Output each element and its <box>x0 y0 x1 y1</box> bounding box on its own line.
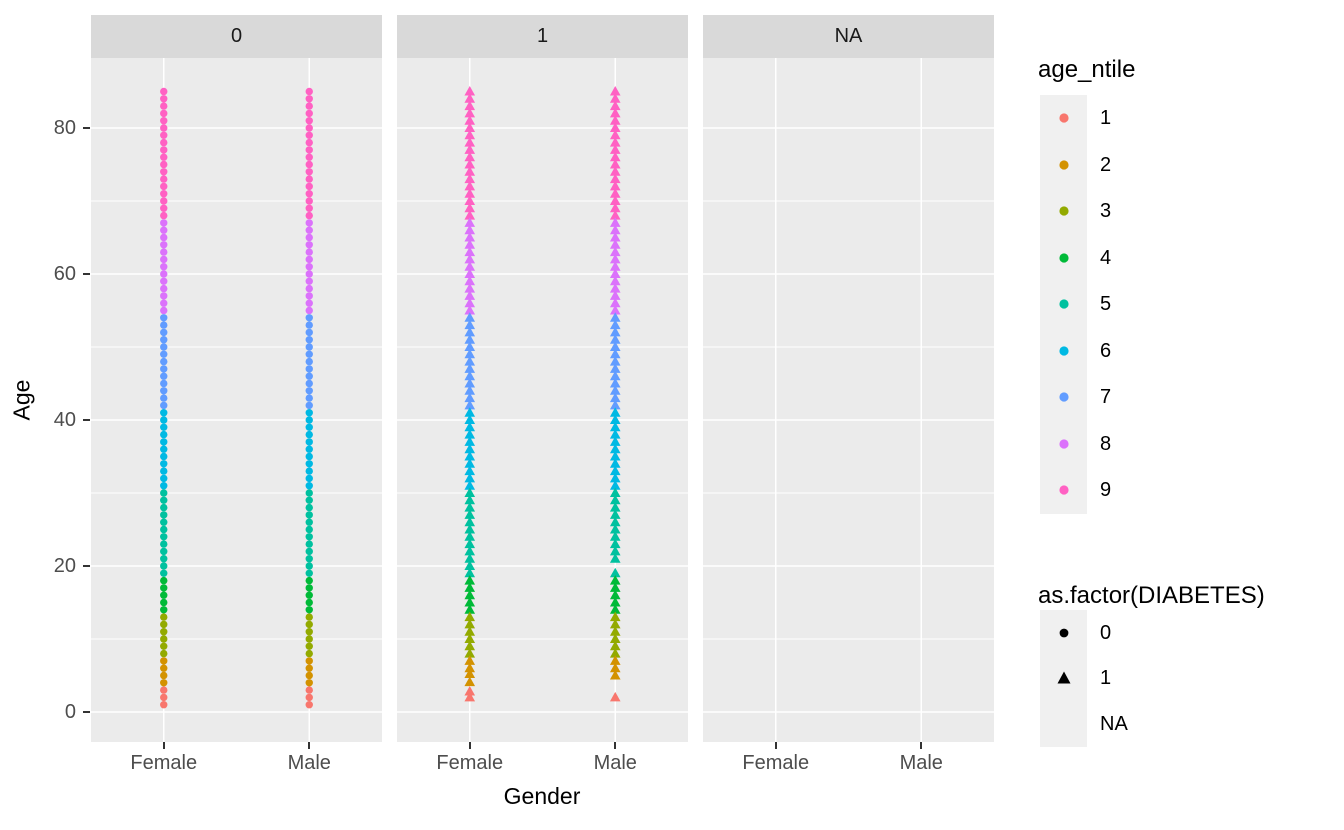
gridlines <box>397 58 688 742</box>
legend-entry-label: 5 <box>1100 293 1112 316</box>
gridlines <box>91 58 382 742</box>
legend-key-0 <box>1040 610 1087 656</box>
legend-entry-label: 9 <box>1100 479 1112 502</box>
legend-entry-label: 1 <box>1100 107 1112 130</box>
circle-key-icon <box>1058 439 1069 449</box>
x-tick-mark-1-Male <box>614 742 617 749</box>
point-strip-0-Female <box>160 87 168 709</box>
circle-key-icon <box>1058 392 1069 402</box>
legend-key-NA <box>1040 701 1087 747</box>
legend-entry-label: 0 <box>1100 621 1112 644</box>
circle-key-icon <box>1058 206 1069 216</box>
legend-title: age_ntile <box>1038 56 1136 83</box>
point-strip-1-Male <box>609 86 621 702</box>
legend-entry-label: 4 <box>1100 246 1112 269</box>
gridlines <box>703 58 994 742</box>
legend-entry-label: 8 <box>1100 432 1112 455</box>
y-tick-mark-0 <box>83 711 90 713</box>
circle-key-icon <box>1058 299 1069 309</box>
legend-entry-label: 7 <box>1100 386 1112 409</box>
x-axis-title: Gender <box>503 783 581 809</box>
panel-canvas-1 <box>397 58 688 742</box>
circle-key-icon <box>1058 346 1069 356</box>
legend-key-2 <box>1040 141 1087 188</box>
x-tick-mark-0-Male <box>308 742 311 749</box>
legend-key-4 <box>1040 234 1087 281</box>
legend-key-1 <box>1040 655 1087 701</box>
facet-panel-1 <box>397 58 688 742</box>
panel-canvas-NA <box>703 58 994 742</box>
facet-panel-0 <box>91 58 382 742</box>
y-tick-mark-60 <box>83 273 90 275</box>
legend-entry-label: 2 <box>1100 153 1112 176</box>
x-tick-mark-NA-Male <box>920 742 923 749</box>
circle-key-icon <box>1059 628 1068 638</box>
x-tick-mark-NA-Female <box>774 742 777 749</box>
y-tick-mark-20 <box>83 565 90 567</box>
y-tick-mark-40 <box>83 419 90 421</box>
x-tick-label-NA-Female: Female <box>742 752 810 774</box>
legend-key-1 <box>1040 95 1087 142</box>
legend-key-9 <box>1040 467 1087 514</box>
legend-entry-label: NA <box>1100 712 1128 735</box>
panel-canvas-0 <box>91 58 382 742</box>
legend-key-5 <box>1040 281 1087 328</box>
circle-key-icon <box>1058 485 1069 495</box>
x-tick-label-0-Male: Male <box>287 752 331 774</box>
legend-key-7 <box>1040 374 1087 421</box>
triangle-key-icon <box>1057 671 1070 684</box>
y-tick-label-40: 40 <box>53 409 76 431</box>
x-tick-label-1-Male: Male <box>593 752 637 774</box>
y-tick-label-80: 80 <box>53 117 76 139</box>
y-tick-label-20: 20 <box>53 555 76 577</box>
legend-key-3 <box>1040 188 1087 235</box>
circle-key-icon <box>1058 113 1069 123</box>
x-tick-mark-1-Female <box>468 742 471 749</box>
facet-strip-label-NA: NA <box>703 15 994 58</box>
facet-strip-label-1: 1 <box>397 15 688 58</box>
point-strip-1-Female <box>464 86 476 702</box>
y-tick-mark-80 <box>83 127 90 129</box>
legend-entry-label: 1 <box>1100 667 1112 690</box>
x-tick-mark-0-Female <box>162 742 165 749</box>
y-tick-label-60: 60 <box>53 263 76 285</box>
legend-key-8 <box>1040 420 1087 467</box>
facet-strip-label-0: 0 <box>91 15 382 58</box>
facet-panel-NA <box>703 58 994 742</box>
legend-entry-label: 3 <box>1100 200 1112 223</box>
x-tick-label-0-Female: Female <box>130 752 198 774</box>
x-tick-label-1-Female: Female <box>436 752 504 774</box>
circle-key-icon <box>1058 253 1069 263</box>
legend-entry-label: 6 <box>1100 339 1112 362</box>
legend-title: as.factor(DIABETES) <box>1038 582 1265 609</box>
point-strip-0-Male <box>305 87 313 709</box>
y-tick-label-0: 0 <box>64 701 76 723</box>
circle-key-icon <box>1058 160 1069 170</box>
legend-key-6 <box>1040 327 1087 374</box>
x-tick-label-NA-Male: Male <box>899 752 943 774</box>
